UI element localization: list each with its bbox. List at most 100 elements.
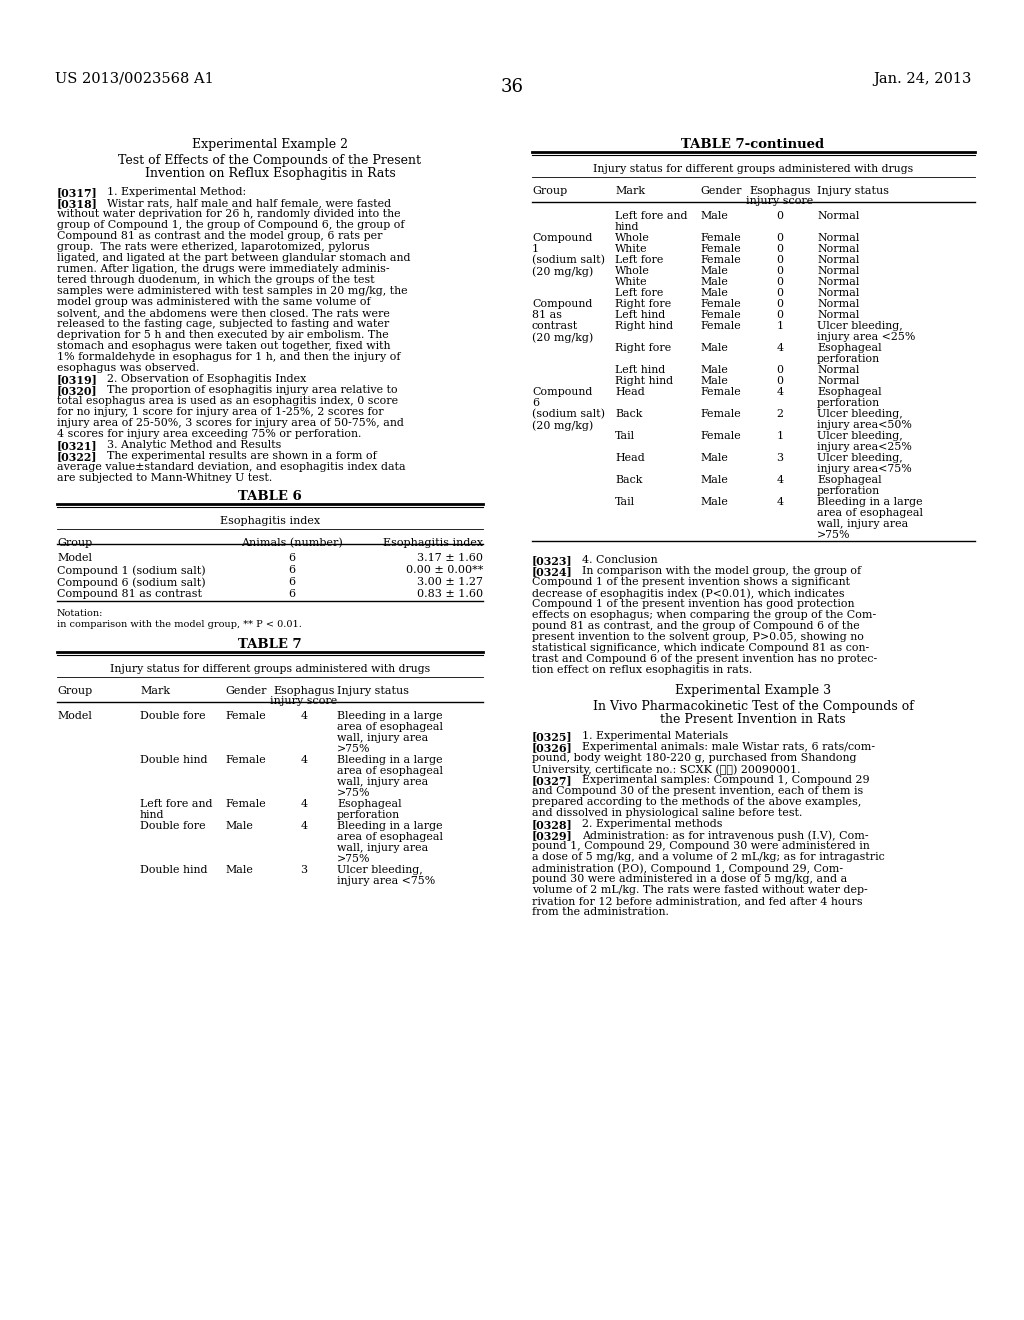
- Text: [0320]: [0320]: [57, 385, 97, 396]
- Text: Ulcer bleeding,: Ulcer bleeding,: [817, 432, 903, 441]
- Text: injury area<50%: injury area<50%: [817, 420, 912, 430]
- Text: Female: Female: [700, 234, 740, 243]
- Text: trast and Compound 6 of the present invention has no protec-: trast and Compound 6 of the present inve…: [532, 653, 878, 664]
- Text: Male: Male: [700, 475, 728, 484]
- Text: Esophageal: Esophageal: [817, 343, 882, 352]
- Text: In comparison with the model group, the group of: In comparison with the model group, the …: [582, 566, 861, 576]
- Text: model group was administered with the same volume of: model group was administered with the sa…: [57, 297, 371, 308]
- Text: Model: Model: [57, 553, 92, 564]
- Text: 2: 2: [776, 409, 783, 418]
- Text: Gender: Gender: [700, 186, 741, 195]
- Text: Wistar rats, half male and half female, were fasted: Wistar rats, half male and half female, …: [106, 198, 391, 209]
- Text: Mark: Mark: [140, 686, 170, 696]
- Text: Compound 81 as contrast: Compound 81 as contrast: [57, 589, 202, 599]
- Text: >75%: >75%: [817, 531, 851, 540]
- Text: Normal: Normal: [817, 255, 859, 265]
- Text: Male: Male: [700, 343, 728, 352]
- Text: TABLE 6: TABLE 6: [239, 490, 302, 503]
- Text: [0322]: [0322]: [57, 451, 97, 462]
- Text: wall, injury area: wall, injury area: [817, 519, 908, 529]
- Text: Right hind: Right hind: [615, 321, 673, 331]
- Text: Double hind: Double hind: [140, 865, 208, 875]
- Text: Esophagus: Esophagus: [273, 686, 335, 696]
- Text: present invention to the solvent group, P>0.05, showing no: present invention to the solvent group, …: [532, 632, 864, 642]
- Text: hind: hind: [615, 222, 640, 232]
- Text: (sodium salt): (sodium salt): [532, 255, 605, 265]
- Text: average value±standard deviation, and esophagitis index data: average value±standard deviation, and es…: [57, 462, 406, 473]
- Text: Female: Female: [225, 711, 266, 721]
- Text: Normal: Normal: [817, 310, 859, 319]
- Text: Male: Male: [700, 498, 728, 507]
- Text: effects on esophagus; when comparing the group of the Com-: effects on esophagus; when comparing the…: [532, 610, 877, 620]
- Text: [0319]: [0319]: [57, 374, 98, 385]
- Text: Compound: Compound: [532, 300, 592, 309]
- Text: US 2013/0023568 A1: US 2013/0023568 A1: [55, 73, 214, 86]
- Text: TABLE 7: TABLE 7: [239, 638, 302, 651]
- Text: Female: Female: [700, 409, 740, 418]
- Text: volume of 2 mL/kg. The rats were fasted without water dep-: volume of 2 mL/kg. The rats were fasted …: [532, 884, 867, 895]
- Text: without water deprivation for 26 h, randomly divided into the: without water deprivation for 26 h, rand…: [57, 209, 400, 219]
- Text: 4. Conclusion: 4. Conclusion: [582, 554, 657, 565]
- Text: perforation: perforation: [337, 810, 400, 820]
- Text: Male: Male: [700, 277, 728, 286]
- Text: 0.00 ± 0.00**: 0.00 ± 0.00**: [406, 565, 483, 576]
- Text: Compound 6 (sodium salt): Compound 6 (sodium salt): [57, 577, 206, 587]
- Text: Notation:: Notation:: [57, 609, 103, 618]
- Text: 4: 4: [300, 711, 307, 721]
- Text: [0321]: [0321]: [57, 440, 97, 451]
- Text: ligated, and ligated at the part between glandular stomach and: ligated, and ligated at the part between…: [57, 253, 411, 263]
- Text: Esophagus: Esophagus: [750, 186, 811, 195]
- Text: Head: Head: [615, 387, 645, 397]
- Text: area of esophageal: area of esophageal: [817, 508, 923, 517]
- Text: 1. Experimental Method:: 1. Experimental Method:: [106, 187, 246, 197]
- Text: 4: 4: [776, 498, 783, 507]
- Text: 1: 1: [776, 432, 783, 441]
- Text: 2. Experimental methods: 2. Experimental methods: [582, 818, 723, 829]
- Text: Female: Female: [700, 255, 740, 265]
- Text: hind: hind: [140, 810, 165, 820]
- Text: [0324]: [0324]: [532, 566, 572, 577]
- Text: [0318]: [0318]: [57, 198, 98, 209]
- Text: group of Compound 1, the group of Compound 6, the group of: group of Compound 1, the group of Compou…: [57, 220, 404, 230]
- Text: Whole: Whole: [615, 267, 650, 276]
- Text: injury area<75%: injury area<75%: [817, 465, 911, 474]
- Text: Injury status: Injury status: [337, 686, 409, 696]
- Text: 6: 6: [289, 565, 296, 576]
- Text: Left fore: Left fore: [615, 288, 664, 298]
- Text: Ulcer bleeding,: Ulcer bleeding,: [337, 865, 423, 875]
- Text: 1% formaldehyde in esophagus for 1 h, and then the injury of: 1% formaldehyde in esophagus for 1 h, an…: [57, 352, 400, 362]
- Text: the Present Invention in Rats: the Present Invention in Rats: [660, 713, 846, 726]
- Text: perforation: perforation: [817, 354, 880, 364]
- Text: Left fore and: Left fore and: [140, 799, 213, 809]
- Text: 3. Analytic Method and Results: 3. Analytic Method and Results: [106, 440, 282, 450]
- Text: group.  The rats were etherized, laparotomized, pylorus: group. The rats were etherized, laparoto…: [57, 242, 370, 252]
- Text: Left fore and: Left fore and: [615, 211, 687, 220]
- Text: area of esophageal: area of esophageal: [337, 832, 443, 842]
- Text: Bleeding in a large: Bleeding in a large: [817, 498, 923, 507]
- Text: 36: 36: [501, 78, 523, 96]
- Text: [0325]: [0325]: [532, 731, 572, 742]
- Text: wall, injury area: wall, injury area: [337, 843, 428, 853]
- Text: 0: 0: [776, 300, 783, 309]
- Text: >75%: >75%: [337, 744, 371, 754]
- Text: [0323]: [0323]: [532, 554, 572, 566]
- Text: Test of Effects of the Compounds of the Present: Test of Effects of the Compounds of the …: [119, 154, 422, 168]
- Text: Right fore: Right fore: [615, 300, 672, 309]
- Text: 4: 4: [776, 343, 783, 352]
- Text: Animals (number): Animals (number): [241, 539, 343, 548]
- Text: 0: 0: [776, 211, 783, 220]
- Text: Double fore: Double fore: [140, 711, 206, 721]
- Text: Injury status for different groups administered with drugs: Injury status for different groups admin…: [593, 164, 913, 174]
- Text: Double fore: Double fore: [140, 821, 206, 832]
- Text: injury score: injury score: [746, 195, 814, 206]
- Text: wall, injury area: wall, injury area: [337, 733, 428, 743]
- Text: statistical significance, which indicate Compound 81 as con-: statistical significance, which indicate…: [532, 643, 869, 653]
- Text: Back: Back: [615, 409, 642, 418]
- Text: 6: 6: [289, 577, 296, 587]
- Text: 4: 4: [300, 821, 307, 832]
- Text: Normal: Normal: [817, 211, 859, 220]
- Text: [0326]: [0326]: [532, 742, 572, 752]
- Text: pound 30 were administered in a dose of 5 mg/kg, and a: pound 30 were administered in a dose of …: [532, 874, 847, 884]
- Text: [0317]: [0317]: [57, 187, 97, 198]
- Text: In Vivo Pharmacokinetic Test of the Compounds of: In Vivo Pharmacokinetic Test of the Comp…: [593, 700, 913, 713]
